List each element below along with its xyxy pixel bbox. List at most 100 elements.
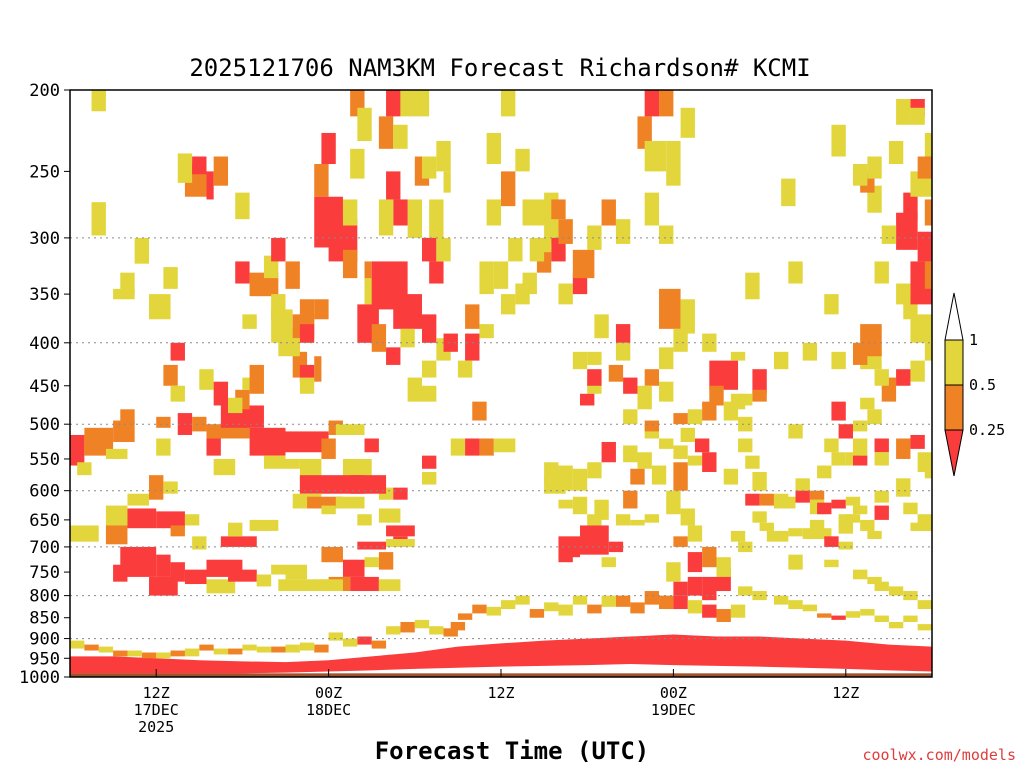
ri-cell	[630, 519, 645, 526]
ri-cell	[738, 586, 753, 596]
ri-cell	[831, 124, 846, 157]
ri-cell	[745, 455, 760, 469]
ri-cell	[917, 156, 932, 179]
ri-cell	[572, 496, 588, 515]
ri-cell	[896, 99, 911, 125]
ri-cell	[386, 525, 415, 537]
ri-cell	[817, 613, 832, 618]
ri-cell	[673, 445, 688, 459]
ri-cell	[314, 644, 329, 653]
ri-cell	[580, 393, 595, 406]
ri-cell	[285, 644, 300, 653]
ri-cell	[472, 604, 487, 614]
ri-cell	[888, 586, 904, 596]
ri-cell	[838, 424, 853, 439]
ri-cell	[896, 438, 911, 459]
ri-cell	[644, 514, 660, 523]
ri-cell	[299, 324, 315, 343]
ri-cell	[702, 604, 717, 618]
ri-cell	[407, 377, 422, 402]
ri-cell	[357, 107, 372, 141]
ri-cell	[156, 416, 171, 428]
ri-cell	[666, 562, 681, 582]
ri-cell	[120, 272, 135, 295]
ri-cell	[781, 178, 796, 207]
ri-cell	[206, 438, 221, 456]
ri-cell	[501, 600, 516, 610]
ri-cell	[644, 192, 660, 226]
ri-cell	[163, 481, 178, 494]
ri-cell	[493, 438, 516, 453]
ri-cell	[235, 192, 250, 220]
ri-cell	[659, 90, 674, 117]
ri-cell	[421, 471, 437, 485]
ri-cell	[357, 636, 372, 645]
ri-cell	[342, 199, 358, 226]
ri-cell	[809, 490, 825, 500]
ri-cell	[910, 314, 932, 343]
ri-cell	[149, 576, 178, 596]
ri-cell	[623, 445, 638, 463]
ri-cell	[615, 324, 631, 343]
ri-cell	[421, 237, 437, 262]
ri-cell	[838, 514, 853, 526]
ri-cell	[407, 199, 422, 238]
ri-cell	[874, 369, 889, 386]
ri-cell	[709, 360, 739, 390]
y-tick-label: 900	[29, 630, 60, 650]
ri-cell	[184, 514, 200, 526]
ri-cell	[421, 156, 437, 179]
ri-cell	[738, 438, 753, 453]
ri-cell	[910, 360, 925, 382]
ri-cell	[874, 615, 889, 622]
ri-cell	[817, 528, 832, 540]
ri-cell	[673, 595, 688, 610]
ri-cell	[378, 199, 394, 236]
ri-cell	[659, 347, 674, 370]
ri-cell	[213, 381, 229, 406]
ri-cell	[314, 299, 329, 320]
ri-cell	[903, 502, 918, 515]
y-tick-label: 200	[29, 81, 60, 101]
ri-cell	[924, 132, 932, 157]
y-tick-label: 450	[29, 377, 60, 397]
ri-cell	[802, 528, 818, 540]
low-layer-unstable-band	[70, 634, 932, 674]
ri-cell	[558, 604, 573, 616]
ri-cell	[421, 385, 437, 402]
ri-cell	[400, 621, 415, 633]
ri-cell	[558, 499, 573, 509]
ri-cell	[436, 140, 451, 172]
ri-cell	[673, 581, 688, 596]
ri-cell	[515, 148, 530, 172]
ri-cell	[802, 342, 818, 361]
ri-cell	[910, 107, 925, 125]
ri-cell	[788, 528, 803, 537]
ri-cell	[673, 413, 688, 425]
y-axis: 200 250 300 350 400 450 500 550 600 650 700 750 8008…	[19, 81, 70, 688]
ri-cell	[910, 434, 925, 449]
ri-cell	[98, 646, 114, 653]
x-axis-label: Forecast Time (UTC)	[375, 737, 650, 765]
ri-cell	[357, 514, 372, 526]
ri-cell	[285, 564, 308, 580]
ri-cell	[199, 369, 214, 390]
ri-cell	[199, 644, 214, 651]
ri-cell	[400, 328, 415, 348]
ri-cell	[666, 490, 681, 515]
ri-cell	[228, 522, 243, 537]
ri-cell	[91, 90, 106, 112]
ri-cell	[457, 613, 473, 620]
ri-cell	[501, 90, 516, 117]
ri-cell	[70, 525, 99, 542]
ri-cell	[170, 525, 185, 537]
ri-cell	[321, 132, 336, 165]
ri-cell	[256, 646, 272, 653]
ri-cell	[896, 212, 918, 250]
ri-cell	[342, 249, 358, 279]
x-tick-label: 18DEC	[306, 701, 351, 719]
ri-cell	[752, 389, 767, 402]
ri-cell	[285, 261, 300, 289]
ri-cell	[673, 328, 688, 352]
